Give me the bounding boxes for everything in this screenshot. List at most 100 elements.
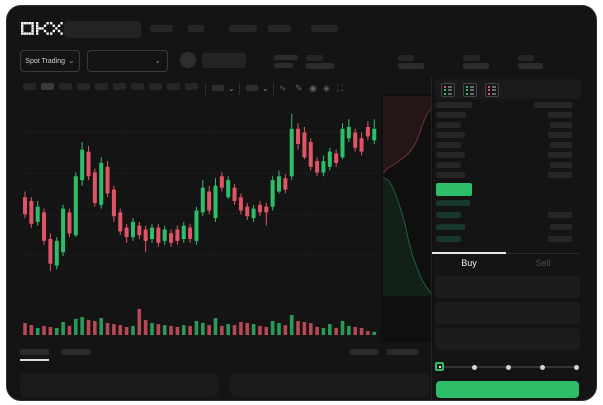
bid-row[interactable] [432, 224, 579, 232]
ask-row[interactable] [432, 122, 579, 130]
price-field[interactable] [435, 276, 580, 298]
bid-amount-bar [548, 236, 572, 242]
ask-price-bar [436, 132, 465, 138]
toolbar-slot[interactable] [149, 83, 162, 90]
ask-amount-bar [548, 112, 572, 118]
bid-amount-bar [548, 212, 572, 218]
toolbar-slot[interactable] [41, 83, 54, 90]
nav-item[interactable] [229, 25, 257, 32]
ask-price-bar [436, 162, 461, 168]
toolbar-slot[interactable] [95, 83, 108, 90]
volume-chart[interactable] [19, 297, 379, 337]
bid-row[interactable] [432, 212, 579, 220]
ask-price-bar [436, 142, 461, 148]
toolbar-slot[interactable] [59, 83, 72, 90]
ask-price-bar [436, 112, 466, 118]
tab-sell[interactable]: Sell [506, 255, 580, 273]
ask-amount-bar [550, 122, 572, 128]
okx-logo[interactable] [21, 22, 63, 36]
depth-strip-bg [381, 94, 433, 342]
nav-item[interactable] [268, 25, 291, 32]
bid-price-bar [436, 200, 470, 206]
tab-buy[interactable]: Buy [432, 255, 506, 273]
toolbar-slot[interactable] [77, 83, 90, 90]
ask-price-bar [436, 152, 465, 158]
interval-label[interactable] [212, 85, 224, 91]
orderbook-col-header [534, 102, 572, 108]
settings-icon[interactable]: ◈ [323, 83, 330, 93]
nav-item[interactable] [150, 25, 173, 32]
book-depth-preview [381, 96, 433, 296]
ask-amount-bar [550, 142, 572, 148]
market-type-selector[interactable]: Spot Trading ⌄ [20, 50, 80, 72]
bottom-tab[interactable] [20, 349, 49, 355]
search-input[interactable] [64, 21, 141, 38]
stat-label [518, 55, 534, 61]
chevron-down-icon[interactable]: ⌄ [228, 84, 235, 93]
market-meta-line [274, 63, 293, 68]
bottom-tab[interactable] [61, 349, 91, 355]
slider-stop[interactable] [505, 364, 511, 370]
stat-value [398, 63, 424, 69]
bid-price-bar [436, 212, 461, 218]
toolbar-slot[interactable] [113, 83, 126, 90]
candlestick-chart[interactable] [19, 101, 379, 297]
orders-panel [20, 373, 218, 397]
bid-price-bar [436, 224, 465, 230]
pair-name-pill [202, 53, 246, 68]
nav-item[interactable] [188, 25, 204, 32]
book-bids-icon[interactable] [463, 83, 477, 97]
stat-label [398, 55, 414, 61]
slider-handle[interactable] [435, 362, 444, 371]
toolbar-slot[interactable] [167, 83, 180, 90]
chevron-down-icon[interactable]: ⌄ [262, 84, 269, 93]
ask-row[interactable] [432, 172, 579, 180]
bid-row[interactable] [432, 236, 579, 244]
stat-label [306, 55, 323, 61]
indicator-label[interactable] [246, 85, 258, 91]
draw-icon[interactable]: ✎ [295, 83, 303, 93]
stat-value [463, 63, 489, 69]
ask-amount-bar [548, 172, 572, 178]
orderbook-trade-panel: Buy Sell [431, 77, 596, 400]
book-asks-icon[interactable] [485, 83, 499, 97]
ask-row[interactable] [432, 112, 579, 120]
fullscreen-icon[interactable]: ⛶ [337, 83, 344, 93]
toolbar-slot[interactable] [131, 83, 144, 90]
wave-indicator-icon[interactable]: ∿ [279, 83, 287, 93]
bottom-tab-right[interactable] [350, 349, 378, 355]
buy-submit-button[interactable] [436, 381, 579, 398]
slider-stop[interactable] [539, 364, 545, 370]
total-field[interactable] [435, 328, 580, 350]
okx-trading-window: Spot Trading ⌄ ⌄ ⌄ ⌄ [6, 5, 597, 401]
history-panel [230, 373, 429, 397]
last-price-bar [436, 183, 472, 196]
ask-price-bar [436, 172, 465, 178]
camera-icon[interactable]: ◉ [309, 83, 317, 93]
ask-row[interactable] [432, 142, 579, 150]
sell-tab-label: Sell [535, 258, 551, 268]
ask-amount-bar [548, 152, 572, 158]
book-combined-icon[interactable] [441, 83, 455, 97]
stat-value [306, 63, 334, 69]
pair-select-dropdown[interactable]: ⌄ [87, 50, 168, 72]
bottom-tab-right[interactable] [387, 349, 418, 355]
nav-item[interactable] [311, 25, 338, 32]
slider-stop[interactable] [471, 364, 477, 370]
amount-field[interactable] [435, 302, 580, 324]
stat-value [518, 63, 543, 69]
bid-price-bar [436, 236, 461, 242]
bottom-tab-underline [20, 359, 49, 361]
toolbar-slot[interactable] [185, 83, 198, 90]
ask-row[interactable] [432, 162, 579, 170]
chevron-down-icon: ⌄ [154, 56, 161, 65]
toolbar-slot[interactable] [23, 83, 36, 90]
slider-stop[interactable] [573, 364, 579, 370]
ask-amount-bar [550, 162, 572, 168]
stat-label [463, 55, 480, 61]
pair-avatar[interactable] [180, 52, 196, 68]
ask-row[interactable] [432, 132, 579, 140]
bid-row[interactable] [432, 200, 579, 208]
ask-row[interactable] [432, 152, 579, 160]
